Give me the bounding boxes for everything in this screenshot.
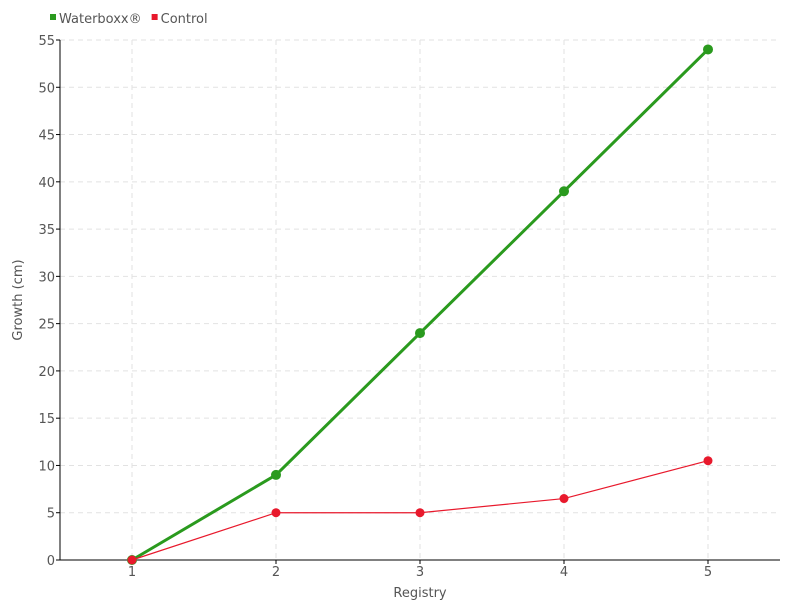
series-group bbox=[127, 44, 713, 565]
legend-swatch bbox=[151, 14, 158, 20]
y-axis-label: Growth (cm) bbox=[11, 259, 26, 340]
legend-label: Control bbox=[161, 12, 208, 27]
data-point bbox=[415, 328, 425, 339]
y-tick-label: 0 bbox=[47, 554, 55, 569]
x-axis-label: Registry bbox=[393, 586, 447, 600]
data-point bbox=[271, 508, 281, 518]
y-tick-label: 50 bbox=[38, 81, 55, 96]
y-tick-label: 20 bbox=[38, 365, 55, 380]
legend: Waterboxx® Control bbox=[50, 12, 208, 27]
data-point bbox=[559, 494, 569, 504]
grid bbox=[60, 39, 780, 560]
legend-label: Waterboxx® bbox=[59, 12, 142, 27]
y-tick-label: 55 bbox=[38, 34, 55, 49]
data-point bbox=[127, 555, 137, 565]
y-tick-label: 40 bbox=[38, 176, 55, 191]
x-tick-label: 1 bbox=[128, 565, 136, 580]
y-tick-label: 45 bbox=[38, 129, 55, 144]
x-tick-label: 2 bbox=[272, 565, 280, 580]
data-point bbox=[415, 508, 425, 518]
y-tick-label: 30 bbox=[38, 270, 55, 285]
y-tick-label: 15 bbox=[38, 412, 55, 427]
data-point bbox=[703, 44, 713, 55]
data-point bbox=[703, 456, 713, 466]
data-point bbox=[559, 186, 569, 197]
data-point bbox=[271, 469, 281, 480]
x-tick-label: 5 bbox=[704, 565, 712, 580]
y-tick-label: 35 bbox=[38, 223, 55, 238]
y-tick-label: 25 bbox=[38, 318, 55, 333]
x-tick-label: 4 bbox=[560, 565, 568, 580]
x-tick-label: 3 bbox=[416, 565, 424, 580]
y-tick-label: 5 bbox=[47, 507, 55, 522]
y-tick-label: 10 bbox=[38, 459, 55, 474]
legend-swatch bbox=[50, 14, 56, 20]
